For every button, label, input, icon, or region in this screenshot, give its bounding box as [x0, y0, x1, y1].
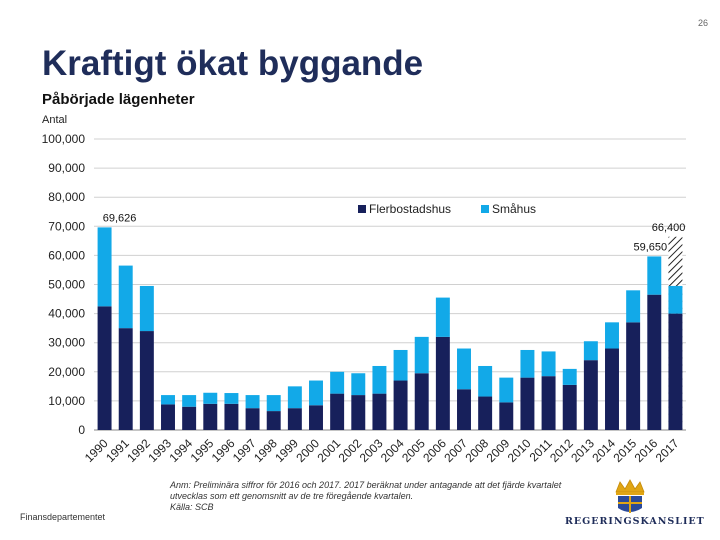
bar-smahus	[457, 348, 471, 390]
bar-flerbostadshus	[330, 393, 345, 430]
bar-flerbostadshus	[541, 376, 556, 430]
footer	[0, 470, 720, 540]
data-label: 69,626	[103, 212, 137, 224]
bar-smahus	[414, 336, 429, 374]
bar-flerbostadshus	[287, 408, 302, 430]
y-tick-label: 40,000	[48, 307, 85, 321]
data-label: 66,400	[652, 222, 686, 234]
data-labels: 69,626 59,650 66,400	[103, 212, 686, 253]
bars	[97, 227, 683, 430]
bar-smahus	[626, 290, 641, 323]
y-tick-label: 10,000	[48, 394, 85, 408]
footnote-source: Källa: SCB	[170, 502, 214, 512]
y-tick-label: 60,000	[48, 248, 85, 262]
bar-smahus	[309, 380, 323, 406]
legend-label: Småhus	[492, 202, 536, 216]
regeringskansliet-logo: REGERINGSKANSLIET	[565, 476, 705, 532]
footnote: Anm: Preliminära siffror för 2016 och 20…	[170, 480, 590, 513]
bar-flerbostadshus	[478, 396, 493, 430]
y-tick-label: 80,000	[48, 190, 85, 204]
bar-flerbostadshus	[626, 322, 641, 430]
bar-flerbostadshus	[605, 348, 619, 430]
bar-flerbostadshus	[309, 405, 323, 430]
bar-smahus	[393, 349, 408, 381]
chart-subtitle: Påbörjade lägenheter	[42, 91, 195, 108]
bar-smahus	[224, 393, 239, 404]
x-axis-ticks: 1990199119921993199419951996199719981999…	[82, 436, 682, 465]
bar-flerbostadshus	[562, 384, 577, 430]
bar-flerbostadshus	[245, 408, 260, 430]
bar-flerbostadshus	[203, 403, 218, 430]
bar-smahus	[647, 256, 662, 295]
bar-smahus	[139, 285, 154, 332]
footer-department: Finansdepartementet	[20, 512, 106, 522]
page-number: 26	[697, 18, 708, 28]
bar-flerbostadshus	[414, 373, 429, 430]
bar-flerbostadshus	[520, 377, 535, 430]
y-tick-label: 70,000	[48, 219, 85, 233]
bar-smahus	[478, 365, 493, 397]
unit-label: Antal	[42, 114, 68, 126]
bar-smahus	[351, 373, 366, 396]
bar-smahus	[520, 349, 535, 378]
y-tick-label: 20,000	[48, 365, 85, 379]
bar-flerbostadshus	[499, 402, 514, 430]
data-label: 59,650	[633, 241, 667, 253]
bar-flerbostadshus	[647, 294, 662, 430]
bar-flerbostadshus	[139, 331, 154, 430]
bar-smahus	[266, 395, 281, 412]
bar-flerbostadshus	[393, 380, 408, 430]
bar-smahus	[182, 395, 197, 407]
legend-swatch	[358, 205, 366, 213]
bar-smahus	[203, 392, 218, 404]
y-tick-label: 0	[78, 423, 85, 437]
bar-flerbostadshus	[266, 411, 281, 430]
bar-smahus	[245, 395, 260, 409]
footnote-line: Anm: Preliminära siffror för 2016 och 20…	[170, 480, 562, 490]
bar-flerbostadshus	[583, 360, 598, 430]
bar-flerbostadshus	[161, 404, 175, 430]
bar-smahus	[161, 395, 175, 405]
bar-smahus	[583, 341, 598, 361]
bar-smahus	[97, 227, 112, 307]
bar-smahus	[372, 365, 387, 394]
x-tick-label: 2017	[653, 436, 682, 465]
bar-smahus	[605, 322, 619, 349]
bar-flerbostadshus	[97, 306, 112, 430]
legend-swatch	[481, 205, 489, 213]
bar-flerbostadshus	[351, 395, 366, 430]
y-tick-label: 30,000	[48, 336, 85, 350]
bar-flerbostadshus	[182, 406, 197, 430]
bar-smahus	[435, 297, 450, 337]
bar-smahus	[330, 371, 345, 394]
bar-flerbostadshus	[668, 313, 683, 430]
bar-flerbostadshus	[118, 328, 133, 430]
bar-flerbostadshus	[457, 389, 471, 430]
page-title: Kraftigt ökat byggande	[42, 44, 424, 83]
logo-text: REGERINGSKANSLIET	[565, 516, 705, 527]
y-tick-label: 90,000	[48, 161, 85, 175]
y-tick-label: 50,000	[48, 278, 85, 292]
legend: Flerbostadshus Småhus	[358, 202, 536, 216]
bar-smahus	[562, 368, 577, 385]
bar-flerbostadshus	[435, 336, 450, 430]
bar-smahus	[499, 377, 514, 403]
y-tick-label: 100,000	[42, 132, 86, 146]
legend-label: Flerbostadshus	[369, 202, 451, 216]
footnote-line: utvecklas som ett genomsnitt av de tre f…	[170, 491, 414, 501]
bar-smahus	[668, 285, 683, 314]
bar-smahus	[118, 265, 133, 329]
grid-lines	[94, 138, 686, 431]
bar-flerbostadshus	[372, 393, 387, 430]
bar-chart: 0 10,000 20,000 30,000 40,000 50,000 60,000 70,…	[42, 132, 686, 465]
bar-smahus	[287, 386, 302, 409]
y-axis-ticks: 0 10,000 20,000 30,000 40,000 50,000 60,000 70,…	[42, 132, 86, 437]
bar-smahus	[541, 351, 556, 377]
bar-flerbostadshus	[224, 403, 239, 430]
crown-emblem-icon	[615, 479, 645, 513]
